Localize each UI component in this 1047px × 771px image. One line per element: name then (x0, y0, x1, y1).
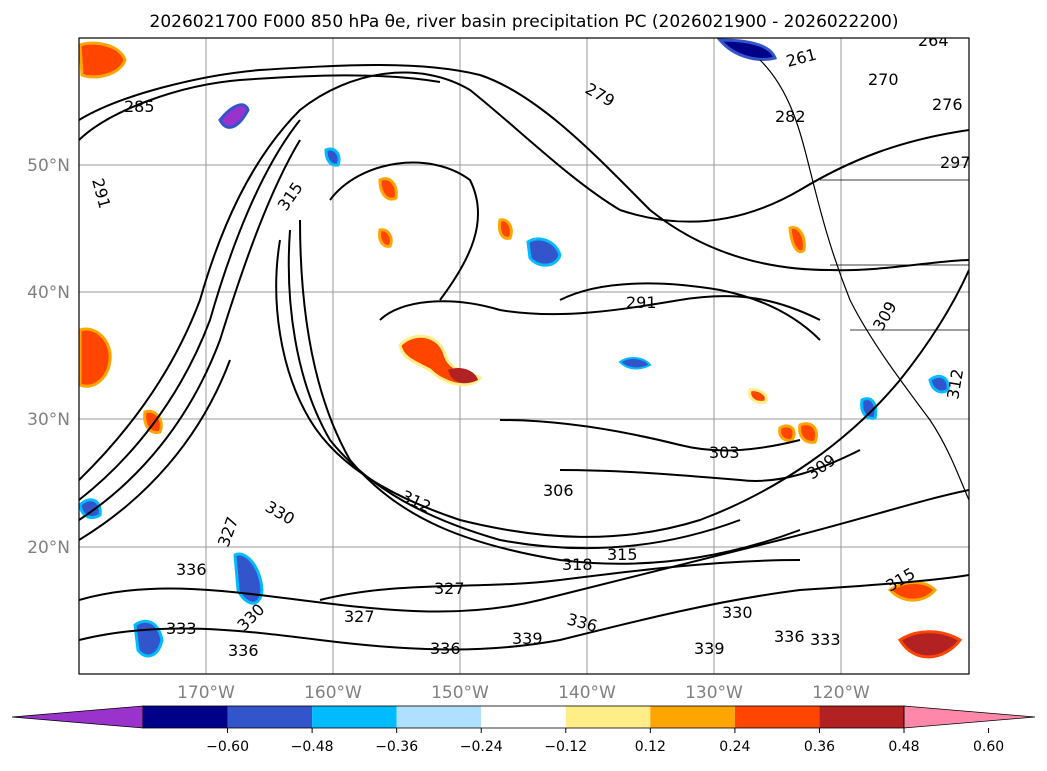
precip-blob (378, 228, 393, 248)
colorbar: −0.60 −0.48 −0.36 −0.24 −0.12 0.12 0.24 0.36 0.4… (11, 705, 1036, 755)
precip-shading (79, 38, 963, 659)
colorbar-tick-label: −0.36 (375, 739, 418, 755)
gridlines (79, 38, 969, 674)
precip-blob (79, 498, 102, 519)
colorbar-segment (396, 706, 482, 728)
map-panel: 285 291 279 261 264 270 276 282 297 315 … (78, 31, 971, 675)
contour-label: 264 (918, 31, 949, 50)
contour-label: 318 (562, 555, 593, 574)
colorbar-segment (227, 706, 313, 728)
precip-blob (448, 368, 478, 384)
precip-blob (860, 397, 878, 420)
contour-label: 327 (434, 579, 465, 598)
contour-labels: 285 291 279 261 264 270 276 282 297 315 … (88, 31, 971, 660)
contour-label: 306 (543, 481, 574, 500)
colorbar-segment (481, 706, 566, 728)
lon-label-140w: 140°W (558, 683, 616, 703)
contour-label: 336 (774, 627, 805, 646)
contour-label: 330 (722, 603, 753, 622)
colorbar-segment (734, 706, 820, 728)
colorbar-tick-label: 0.36 (804, 739, 835, 755)
contour-label: 303 (709, 443, 740, 462)
colorbar-tick-label: 0.48 (888, 739, 919, 755)
colorbar-tick-label: 0.60 (973, 739, 1004, 755)
state-borders (820, 179, 969, 331)
colorbar-segment (312, 706, 397, 728)
contour-label: 276 (932, 95, 963, 114)
precip-blob (324, 147, 341, 167)
colorbar-extend-low (11, 705, 144, 729)
precip-blob (526, 237, 562, 267)
precip-blob (897, 630, 963, 659)
latitude-labels: 50°N 40°N 30°N 20°N (27, 156, 70, 558)
figure-title: 2026021700 F000 850 hPa θe, river basin … (150, 12, 899, 32)
lon-label-170w: 170°W (177, 683, 235, 703)
lon-label-120w: 120°W (812, 683, 870, 703)
lat-label-30n: 30°N (27, 410, 70, 430)
colorbar-segment (143, 706, 228, 728)
precip-blob (778, 424, 796, 442)
lat-label-50n: 50°N (27, 156, 70, 176)
precip-blob (788, 225, 806, 254)
colorbar-segment (819, 706, 904, 728)
precip-blob (498, 218, 513, 240)
colorbar-extend-high (903, 705, 1036, 729)
precip-blob (218, 103, 250, 129)
contour-label: 285 (124, 97, 155, 116)
contour-label: 291 (626, 293, 657, 312)
colorbar-segment (650, 706, 735, 728)
lon-label-130w: 130°W (685, 683, 743, 703)
longitude-labels: 170°W 160°W 150°W 140°W 130°W 120°W (177, 683, 870, 703)
contour-label: 315 (607, 545, 638, 564)
lon-label-160w: 160°W (304, 683, 362, 703)
precip-blob (928, 374, 950, 394)
colorbar-tick-label: −0.24 (460, 739, 503, 755)
contour-label: 339 (694, 639, 725, 658)
contour-label: 336 (430, 639, 461, 658)
precip-blob (887, 581, 938, 602)
map-background (79, 38, 969, 674)
contour-label: 270 (868, 70, 899, 89)
precip-blob (716, 38, 778, 61)
colorbar-tick-label: −0.48 (291, 739, 334, 755)
colorbar-tick-label: −0.12 (544, 739, 587, 755)
map-frame (78, 37, 970, 675)
contour-label: 333 (810, 630, 841, 649)
precip-blob (618, 357, 652, 370)
contour-label: 336 (176, 560, 207, 579)
precip-blob (143, 409, 163, 435)
precip-blob (748, 388, 768, 404)
lat-label-20n: 20°N (27, 538, 70, 558)
contour-label: 297 (940, 153, 971, 172)
contour-label: 282 (775, 107, 806, 126)
contour-label: 327 (344, 607, 375, 626)
lat-label-40n: 40°N (27, 283, 70, 303)
precip-blob (233, 552, 264, 605)
colorbar-tick-label: 0.24 (719, 739, 750, 755)
coastline (759, 59, 969, 501)
colorbar-tick-label: 0.12 (635, 739, 666, 755)
colorbar-tick-label: −0.60 (206, 739, 249, 755)
lon-label-150w: 150°W (431, 683, 489, 703)
contour-label: 333 (166, 619, 197, 638)
colorbar-frame (142, 705, 905, 729)
precip-blob (79, 327, 112, 388)
precip-blob (79, 41, 127, 79)
precip-blob (378, 177, 398, 201)
precip-blob (798, 422, 818, 444)
precip-blob (133, 619, 164, 658)
contour-label: 336 (228, 641, 259, 660)
contour-label: 339 (512, 629, 543, 648)
colorbar-segment (565, 706, 651, 728)
